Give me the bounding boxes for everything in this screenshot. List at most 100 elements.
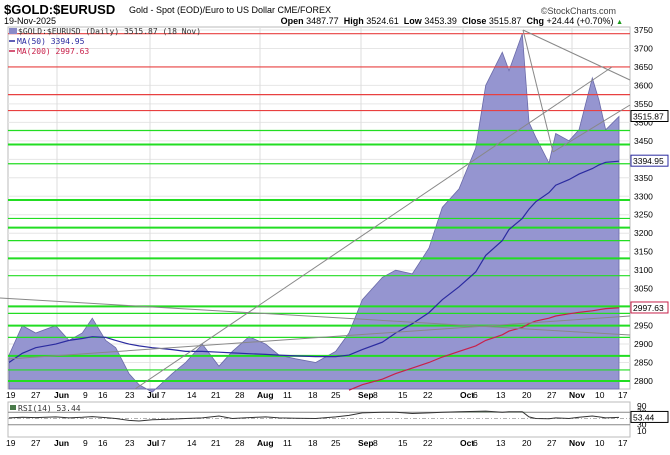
rsi-legend: RSI(14) 53.44 — [18, 404, 81, 413]
x-axis-label: 13 — [496, 438, 506, 448]
chart-symbol: $GOLD:$EURUSD — [4, 2, 116, 17]
x-axis-label: 20 — [522, 390, 532, 400]
x-axis-label: 11 — [283, 438, 292, 448]
x-axis-label: 25 — [331, 438, 341, 448]
x-axis-label: 17 — [618, 390, 628, 400]
x-axis-label: 11 — [283, 390, 292, 400]
x-axis-label: 10 — [595, 390, 605, 400]
x-axis-label: Nov — [569, 390, 585, 400]
y-axis-label: 3500 — [634, 117, 653, 127]
rsi-line — [8, 410, 620, 422]
x-axis-label: Sep — [358, 390, 374, 400]
rsi-axis-label: 30 — [637, 420, 647, 430]
trendline — [522, 29, 554, 153]
y-axis-label: 2800 — [634, 376, 653, 386]
x-axis-label: 22 — [423, 390, 433, 400]
ma200-line — [348, 307, 620, 391]
x-axis-label: 6 — [473, 390, 478, 400]
rsi-value-tag-box — [630, 410, 669, 423]
x-axis-label: 27 — [31, 390, 41, 400]
area-legend-icon — [9, 28, 17, 34]
x-axis-label: 8 — [373, 390, 378, 400]
x-axis-label: Sep — [358, 438, 374, 448]
x-axis-label: Jun — [54, 390, 69, 400]
rsi-value-tag: 53.44 — [633, 412, 655, 422]
chg-value: +24.44 (+0.70%) — [546, 16, 614, 26]
y-axis-label: 3350 — [634, 173, 653, 183]
y-axis-label: 2900 — [634, 339, 653, 349]
close-price-tag-box — [630, 110, 669, 123]
low-label: Low — [403, 16, 422, 26]
x-axis-label: 20 — [522, 438, 532, 448]
x-axis-label: 15 — [398, 390, 408, 400]
ma200-legend: MA(200) 2997.63 — [17, 47, 89, 56]
x-axis-label: 18 — [308, 390, 318, 400]
y-axis-label: 3650 — [634, 62, 653, 72]
high-value: 3524.61 — [366, 16, 399, 26]
x-axis-label: 28 — [235, 390, 245, 400]
x-axis-label: 18 — [308, 438, 318, 448]
y-axis-label: 3200 — [634, 228, 653, 238]
x-axis-label: Jun — [54, 438, 69, 448]
x-axis-label: 27 — [31, 438, 41, 448]
ma50-line — [8, 160, 620, 363]
open-value: 3487.77 — [306, 16, 339, 26]
x-axis-label: 9 — [83, 390, 88, 400]
y-axis-label: 3450 — [634, 136, 653, 146]
x-axis-label: 9 — [83, 438, 88, 448]
x-axis-label: 16 — [98, 390, 108, 400]
x-axis-label: 7 — [161, 390, 166, 400]
trendline — [522, 29, 631, 81]
x-axis-label: 23 — [125, 390, 135, 400]
chart-description: Gold - Spot (EOD)/Euro to US Dollar CME/… — [129, 5, 332, 15]
x-axis-label: 25 — [331, 390, 341, 400]
x-axis-label: 7 — [161, 438, 166, 448]
chg-label: Chg — [526, 16, 544, 26]
y-axis-label: 3050 — [634, 284, 653, 294]
up-triangle-icon: ▲ — [616, 19, 623, 26]
price-legend: $GOLD:$EURUSD (Daily) 3515.87 (18 Nov) — [18, 27, 201, 36]
price-area — [8, 33, 620, 393]
ma200-price-tag-box — [630, 301, 669, 314]
y-axis-label: 3750 — [634, 25, 653, 35]
trendline — [552, 104, 631, 153]
x-axis-label: Jul — [147, 390, 159, 400]
x-axis-label: 13 — [496, 390, 506, 400]
x-axis-label: Aug — [257, 390, 274, 400]
chart-date: 19-Nov-2025 — [4, 16, 57, 26]
ma50-price-tag: 3394.95 — [633, 156, 664, 166]
y-axis-label: 3600 — [634, 80, 653, 90]
x-axis-label: 27 — [547, 390, 557, 400]
low-value: 3453.39 — [424, 16, 457, 26]
x-axis-label: 17 — [618, 438, 628, 448]
close-value: 3515.87 — [488, 16, 522, 26]
ma200-price-tag: 2997.63 — [633, 303, 664, 313]
y-axis-label: 3700 — [634, 43, 653, 53]
y-axis-label: 3250 — [634, 210, 653, 220]
close-price-tag: 3515.87 — [633, 112, 664, 122]
x-axis-label: Nov — [569, 438, 585, 448]
trendline — [0, 297, 631, 336]
x-axis-label: Oct — [460, 438, 474, 448]
x-axis-label: 6 — [473, 438, 478, 448]
x-axis-label: 19 — [6, 438, 16, 448]
trendline — [134, 66, 613, 390]
rsi-axis-label: 90 — [637, 401, 647, 411]
x-axis-label: 14 — [187, 390, 197, 400]
ohlc-summary: Open 3487.77 High 3524.61 Low 3453.39 Cl… — [281, 16, 623, 26]
ma50-price-tag-box — [630, 154, 669, 167]
open-label: Open — [280, 16, 304, 26]
x-axis-label: 14 — [187, 438, 197, 448]
x-axis-label: 10 — [595, 438, 605, 448]
y-axis-label: 3150 — [634, 247, 653, 257]
x-axis-label: 15 — [398, 438, 408, 448]
close-label: Close — [461, 16, 487, 26]
rsi-panel-frame — [7, 401, 631, 438]
x-axis-label: 27 — [547, 438, 557, 448]
y-axis-label: 3100 — [634, 265, 653, 275]
x-axis-label: Aug — [257, 438, 274, 448]
x-axis-label: 21 — [211, 390, 221, 400]
x-axis-label: 19 — [6, 390, 16, 400]
x-axis-label: 22 — [423, 438, 433, 448]
